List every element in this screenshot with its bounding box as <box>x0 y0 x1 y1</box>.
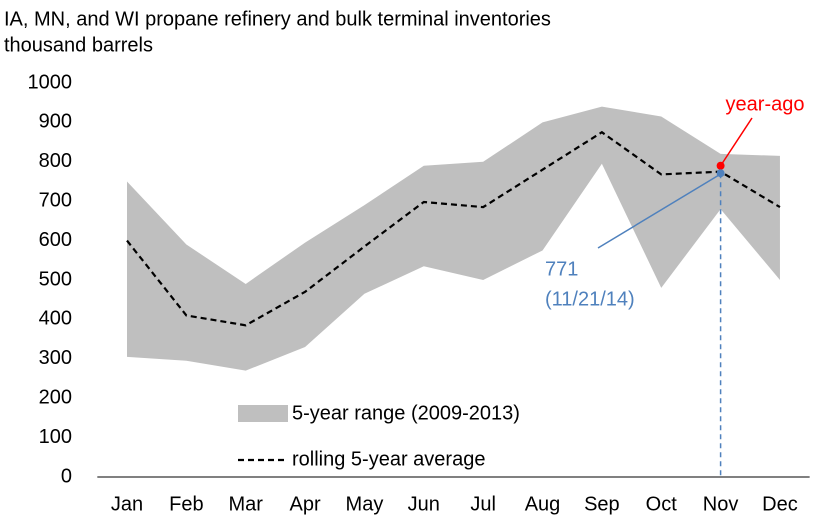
x-tick-label: Oct <box>646 493 678 515</box>
chart-subtitle: thousand barrels <box>4 34 153 56</box>
y-tick-label: 300 <box>39 347 72 369</box>
point <box>716 161 725 170</box>
x-tick-label: Jun <box>408 493 440 515</box>
y-tick-label: 1000 <box>28 71 73 93</box>
y-tick-label: 200 <box>39 386 72 408</box>
x-tick-label: Sep <box>584 493 620 515</box>
x-tick-label: Dec <box>762 493 798 515</box>
x-tick-label: Mar <box>228 493 263 515</box>
x-tick-label: Nov <box>703 493 739 515</box>
x-tick-label: Aug <box>525 493 561 515</box>
y-tick-label: 700 <box>39 189 72 211</box>
annotation-value: 771 <box>545 258 578 280</box>
x-tick-label: Jan <box>111 493 143 515</box>
x-tick-label: Feb <box>169 493 203 515</box>
annotation-leader <box>721 117 753 164</box>
y-tick-label: 900 <box>39 111 72 133</box>
y-tick-label: 400 <box>39 308 72 330</box>
x-tick-label: May <box>346 493 384 515</box>
average-line <box>126 130 781 327</box>
chart-title: IA, MN, and WI propane refinery and bulk… <box>4 8 551 30</box>
y-tick-label: 800 <box>39 150 72 172</box>
annotation-label: year-ago <box>726 93 805 115</box>
legend-label: 5-year range (2009-2013) <box>292 402 520 424</box>
y-tick-label: 600 <box>39 229 72 251</box>
legend-label: rolling 5-year average <box>292 448 485 470</box>
x-tick-label: Jul <box>470 493 496 515</box>
y-tick-label: 0 <box>61 465 72 487</box>
x-tick-label: Apr <box>290 493 321 515</box>
y-tick-label: 100 <box>39 426 72 448</box>
range-band <box>127 106 780 371</box>
legend-swatch <box>238 405 288 422</box>
annotation-date: (11/21/14) <box>545 288 635 310</box>
annotation-leader <box>597 174 719 249</box>
point <box>716 169 725 178</box>
y-tick-label: 500 <box>39 268 72 290</box>
